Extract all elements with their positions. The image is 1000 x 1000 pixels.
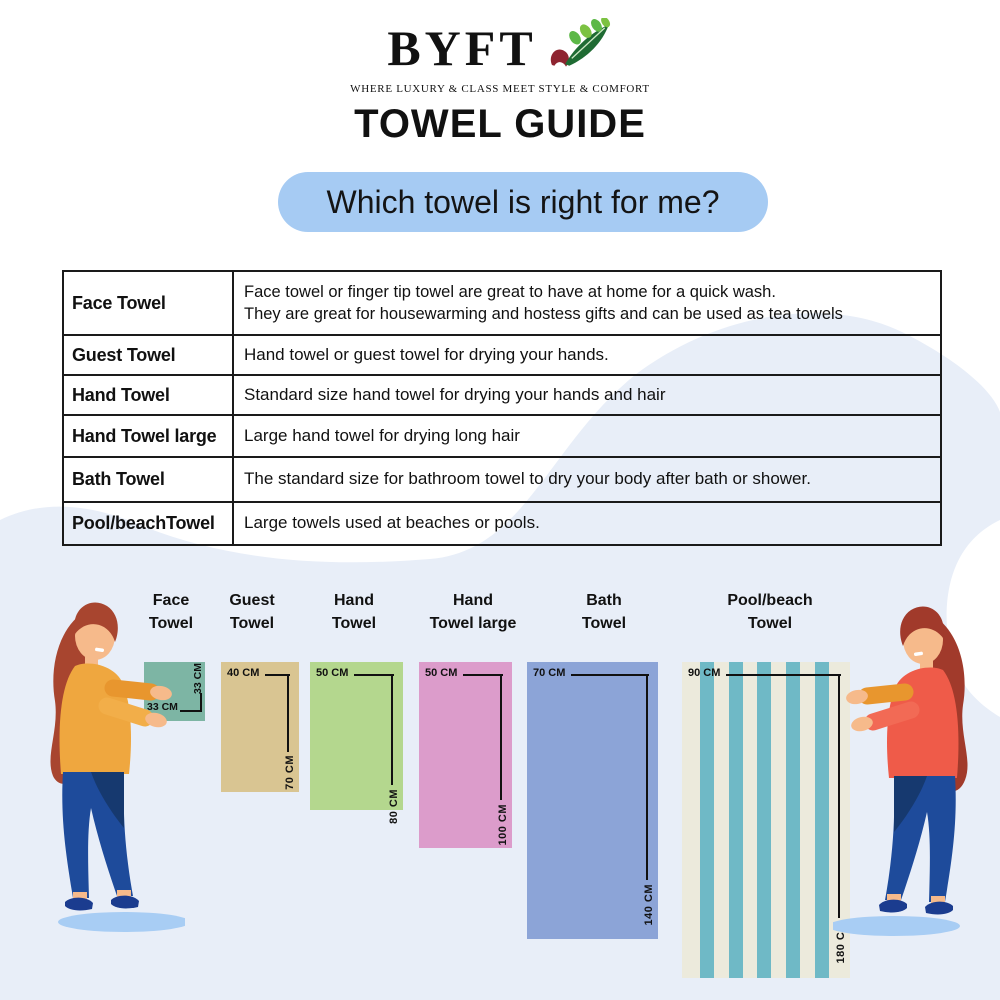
diagram-label-bath-towel: Bath Towel (581, 592, 627, 632)
dimension-line (286, 676, 289, 752)
pool-beach-towel-width-label: 90 CM (688, 667, 721, 679)
hand-towel-large-width-label: 50 CM (425, 667, 458, 679)
towel-type-label: Hand Towel (64, 376, 234, 414)
dimension-line (354, 674, 394, 676)
table-row: Guest Towel Hand towel or guest towel fo… (64, 334, 940, 374)
towel-stripe (815, 662, 829, 978)
dimension-line (837, 676, 840, 918)
towel-type-label: Guest Towel (64, 336, 234, 374)
bath-towel-width-label: 70 CM (533, 667, 566, 679)
hand-towel-height-label: 80 CM (388, 789, 400, 824)
face-towel-swatch: 33 CM 33 CM (144, 662, 205, 721)
towel-stripe (786, 662, 800, 978)
towel-type-description: Large towels used at beaches or pools. (244, 513, 540, 533)
towel-type-label: Pool/beachTowel (64, 503, 234, 544)
towel-stripe (729, 662, 743, 978)
guest-towel-width-label: 40 CM (227, 667, 260, 679)
dimension-line (390, 676, 393, 785)
dimension-line (463, 674, 503, 676)
question-banner: Which towel is right for me? (278, 172, 768, 232)
woman-illustration-left (50, 602, 185, 932)
page-title: TOWEL GUIDE (354, 102, 646, 146)
brand-logo: BYFT (0, 18, 1000, 76)
dimension-line (180, 693, 202, 712)
dimension-line (265, 674, 290, 676)
hand-towel-large-height-label: 100 CM (497, 804, 509, 846)
towel-stripe (757, 662, 771, 978)
towel-type-description: The standard size for bathroom towel to … (244, 469, 811, 489)
towel-stripe (700, 662, 714, 978)
bath-towel-height-label: 140 CM (643, 884, 655, 926)
bath-towel-swatch: 70 CM 140 CM (527, 662, 658, 939)
woman-illustration-right (833, 606, 968, 936)
dimension-line (571, 674, 649, 676)
leaf-branch-icon (550, 18, 610, 67)
towel-type-description: Standard size hand towel for drying your… (244, 384, 666, 404)
guest-towel-swatch: 40 CM 70 CM (221, 662, 299, 792)
face-towel-width-label: 33 CM (147, 701, 178, 713)
table-row: Pool/beachTowel Large towels used at bea… (64, 501, 940, 544)
towel-type-description: Hand towel or guest towel for drying you… (244, 344, 609, 364)
towel-type-label: Face Towel (64, 272, 234, 334)
towel-type-description: Face towel or finger tip towel are great… (244, 282, 843, 323)
diagram-label-hand-towel-large: Hand Towel large (429, 592, 517, 632)
diagram-label-hand-towel: Hand Towel (331, 592, 377, 632)
face-towel-height-label: 33 CM (191, 663, 204, 694)
towel-type-description: Large hand towel for drying long hair (244, 425, 520, 445)
dimension-line (726, 674, 841, 676)
table-row: Face Towel Face towel or finger tip towe… (64, 272, 940, 334)
hand-towel-swatch: 50 CM 80 CM (310, 662, 403, 824)
brand-tagline: WHERE LUXURY & CLASS MEET STYLE & COMFOR… (350, 83, 650, 95)
guest-towel-height-label: 70 CM (284, 755, 296, 790)
diagram-label-guest-towel: Guest Towel (229, 592, 275, 632)
dimension-line (499, 676, 502, 800)
hand-towel-large-swatch: 50 CM 100 CM (419, 662, 512, 848)
dimension-line (645, 676, 648, 880)
diagram-label-face-towel: Face Towel (148, 592, 194, 632)
towel-type-label: Hand Towel large (64, 416, 234, 456)
hand-towel-width-label: 50 CM (316, 667, 349, 679)
table-row: Bath Towel The standard size for bathroo… (64, 456, 940, 501)
pool-beach-towel-swatch: 90 CM 180 CM (682, 662, 850, 978)
towel-type-label: Bath Towel (64, 458, 234, 501)
diagram-label-pool-beach-towel: Pool/beach Towel (727, 592, 813, 632)
towel-guide-table: Face Towel Face towel or finger tip towe… (62, 270, 942, 546)
table-row: Hand Towel large Large hand towel for dr… (64, 414, 940, 456)
table-row: Hand Towel Standard size hand towel for … (64, 374, 940, 414)
brand-name: BYFT (387, 20, 537, 76)
